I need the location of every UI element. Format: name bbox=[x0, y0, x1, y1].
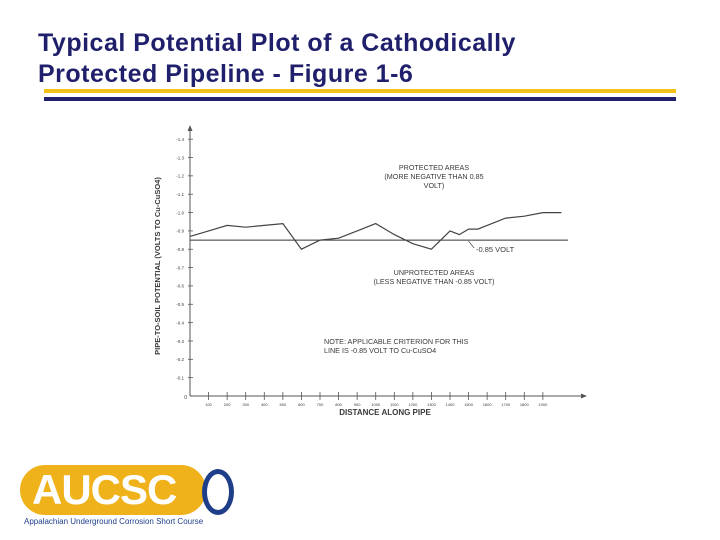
series-group bbox=[189, 211, 562, 250]
title-underline-gold bbox=[44, 89, 676, 93]
y-tick-label: -1.4 bbox=[176, 137, 184, 142]
potential-series-line bbox=[189, 211, 562, 250]
annotation-line: (LESS NEGATIVE THAN -0.85 VOLT) bbox=[373, 277, 494, 286]
y-axis-arrowhead bbox=[187, 125, 193, 131]
x-tick-label: 1100 bbox=[390, 402, 399, 407]
x-tick-label: 400 bbox=[261, 402, 268, 407]
x-axis-label: DISTANCE ALONG PIPE bbox=[339, 408, 431, 417]
aucsc-logo: AUCSC Appalachian Underground Corrosion … bbox=[20, 465, 234, 535]
x-tick-label: 1600 bbox=[483, 402, 493, 407]
y-tick-label: -0.2 bbox=[176, 357, 184, 362]
y-tick-label: -1.3 bbox=[176, 155, 184, 160]
title-underline-navy bbox=[44, 97, 676, 101]
x-tick-label: 600 bbox=[298, 402, 305, 407]
y-tick-label: -0.5 bbox=[176, 302, 184, 307]
x-ticks: 100 200 300 400 500 600 700 800 900 1000 1100 1200 1… bbox=[205, 392, 548, 407]
annotation-line: LINE IS -0.85 VOLT TO Cu-CuSO4 bbox=[324, 346, 436, 355]
y-tick-label: -0.9 bbox=[176, 229, 184, 234]
annotation-line: PROTECTED AREAS bbox=[399, 163, 469, 172]
slide-title: Typical Potential Plot of a Cathodically… bbox=[38, 28, 698, 90]
slide-title-line-1: Typical Potential Plot of a Cathodically bbox=[38, 29, 516, 57]
criterion-leader-line bbox=[468, 240, 475, 249]
x-tick-label: 1000 bbox=[371, 402, 381, 407]
y-tick-label: -1.0 bbox=[176, 210, 184, 215]
x-tick-label: 700 bbox=[317, 402, 324, 407]
x-tick-label: 200 bbox=[224, 402, 231, 407]
annotation-line: UNPROTECTED AREAS bbox=[394, 268, 475, 277]
logo-wordmark: AUCSC bbox=[32, 466, 177, 513]
y-tick-label: -0.3 bbox=[176, 339, 184, 344]
y-tick-label: -0.8 bbox=[176, 247, 184, 252]
x-axis-arrowhead bbox=[581, 393, 587, 399]
y-tick-label: -0.1 bbox=[176, 375, 184, 380]
y-tick-label: -1.1 bbox=[176, 192, 184, 197]
potential-plot: -1.4 -1.3 -1.2 -1.1 -1.0 -0.9 -0.8 -0.7 -0.6 -0.5… bbox=[153, 125, 587, 417]
x-tick-label: 500 bbox=[280, 402, 287, 407]
x-tick-label: 900 bbox=[354, 402, 361, 407]
x-tick-label: 1900 bbox=[538, 402, 548, 407]
y-tick-label: -1.2 bbox=[176, 174, 184, 179]
x-tick-label: 1300 bbox=[427, 402, 437, 407]
axes bbox=[187, 125, 587, 399]
x-tick-label: 1500 bbox=[464, 402, 474, 407]
criterion-line-group: -0.85 VOLT bbox=[190, 239, 568, 254]
slide-title-line-2: Protected Pipeline - Figure 1-6 bbox=[38, 60, 414, 88]
annotation-unprotected-areas: UNPROTECTED AREAS(LESS NEGATIVE THAN -0.… bbox=[373, 268, 494, 286]
x-tick-label: 1200 bbox=[408, 402, 418, 407]
annotation-protected-areas: PROTECTED AREAS(MORE NEGATIVE THAN 0.85V… bbox=[384, 163, 483, 190]
x-tick-label: 800 bbox=[335, 402, 342, 407]
x-tick-label: 300 bbox=[242, 402, 249, 407]
annotation-line: (MORE NEGATIVE THAN 0.85 bbox=[384, 172, 483, 181]
x-tick-label: 1700 bbox=[501, 402, 511, 407]
y-tick-label: -0.6 bbox=[176, 284, 184, 289]
logo-tagline: Appalachian Underground Corrosion Short … bbox=[24, 517, 204, 526]
y-tick-label: -0.7 bbox=[176, 265, 184, 270]
logo-badge bbox=[20, 465, 206, 515]
annotation-line: NOTE: APPLICABLE CRITERION FOR THIS bbox=[324, 337, 469, 346]
x-tick-label: 1800 bbox=[520, 402, 530, 407]
y-axis-label: PIPE-TO-SOIL POTENTIAL (VOLTS TO Cu-CuSO… bbox=[153, 177, 162, 355]
y-ticks: -1.4 -1.3 -1.2 -1.1 -1.0 -0.9 -0.8 -0.7 -0.6 -0.5… bbox=[176, 137, 193, 380]
criterion-label: -0.85 VOLT bbox=[476, 245, 515, 254]
x-tick-label: 1400 bbox=[446, 402, 456, 407]
origin-label: 0 bbox=[184, 395, 187, 401]
annotation-line: VOLT) bbox=[424, 181, 445, 190]
y-tick-label: -0.4 bbox=[176, 320, 184, 325]
annotation-criterion-note: NOTE: APPLICABLE CRITERION FOR THISLINE … bbox=[324, 337, 469, 355]
logo-ring-icon bbox=[202, 469, 234, 515]
x-tick-label: 100 bbox=[205, 402, 212, 407]
